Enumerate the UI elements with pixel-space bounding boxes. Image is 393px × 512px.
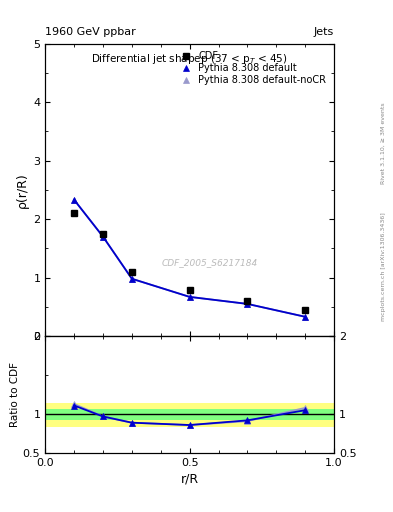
CDF [130, 269, 134, 275]
Pythia 8.308 default [303, 314, 308, 320]
Line: Pythia 8.308 default-noCR: Pythia 8.308 default-noCR [71, 197, 308, 320]
Text: mcplots.cern.ch [arXiv:1306.3436]: mcplots.cern.ch [arXiv:1306.3436] [381, 212, 386, 321]
Line: CDF: CDF [71, 210, 309, 313]
X-axis label: r/R: r/R [180, 472, 199, 485]
Pythia 8.308 default-noCR [245, 301, 250, 307]
Text: CDF_2005_S6217184: CDF_2005_S6217184 [162, 259, 258, 267]
Legend: CDF, Pythia 8.308 default, Pythia 8.308 default-noCR: CDF, Pythia 8.308 default, Pythia 8.308 … [174, 48, 329, 88]
Y-axis label: ρ(r/R): ρ(r/R) [16, 172, 29, 208]
Pythia 8.308 default [187, 294, 192, 300]
Pythia 8.308 default [101, 233, 105, 240]
Pythia 8.308 default-noCR [130, 275, 134, 282]
Text: 1960 GeV ppbar: 1960 GeV ppbar [45, 27, 136, 37]
CDF [187, 287, 192, 293]
CDF [72, 210, 77, 216]
Pythia 8.308 default-noCR [187, 294, 192, 300]
Pythia 8.308 default-noCR [303, 314, 308, 320]
Y-axis label: Ratio to CDF: Ratio to CDF [10, 362, 20, 427]
Pythia 8.308 default-noCR [72, 197, 77, 203]
CDF [303, 307, 308, 313]
Pythia 8.308 default-noCR [101, 233, 105, 240]
Text: Jets: Jets [314, 27, 334, 37]
Pythia 8.308 default [72, 197, 77, 203]
Bar [45, 410, 334, 419]
Pythia 8.308 default [245, 301, 250, 307]
CDF [245, 298, 250, 304]
Text: Rivet 3.1.10, ≥ 3M events: Rivet 3.1.10, ≥ 3M events [381, 102, 386, 184]
Text: Differential jet shapep (37 < p$_T$ < 45): Differential jet shapep (37 < p$_T$ < 45… [91, 52, 288, 66]
Line: Pythia 8.308 default: Pythia 8.308 default [71, 197, 308, 320]
Bar [45, 403, 334, 426]
Pythia 8.308 default [130, 275, 134, 282]
CDF [101, 230, 105, 237]
